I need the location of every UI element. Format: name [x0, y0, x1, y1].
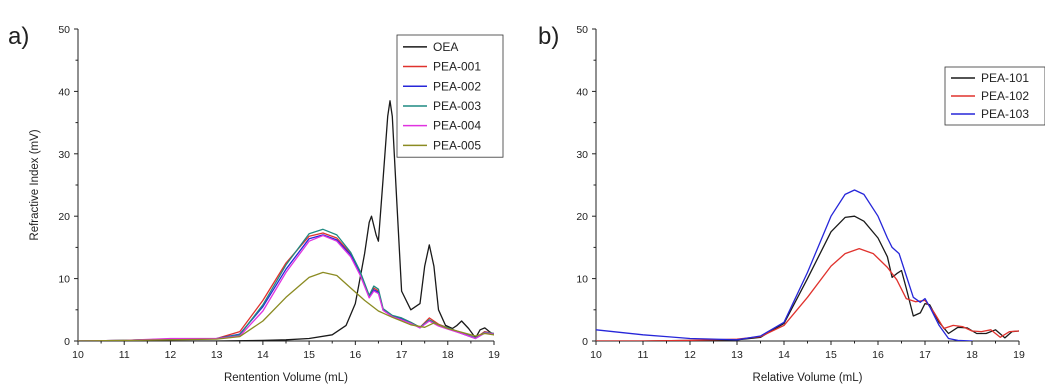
y-tick-label: 30: [576, 149, 588, 161]
y-tick-label: 20: [576, 211, 588, 223]
legend-label-pea-004: PEA-004: [433, 119, 481, 133]
legend: PEA-101 PEA-102 PEA-103: [944, 66, 1045, 126]
legend-label-pea-002: PEA-002: [433, 79, 481, 93]
legend-label-pea-103: PEA-103: [981, 107, 1029, 121]
x-tick-label: 11: [638, 349, 649, 361]
x-axis-title: Relative Volume (mL): [753, 372, 863, 384]
series-line-pea-102: [596, 247, 1019, 341]
legend-label-pea-101: PEA-101: [981, 71, 1029, 85]
legend-label-pea-102: PEA-102: [981, 89, 1029, 103]
x-tick-label: 14: [778, 349, 790, 361]
legend-label-oea: OEA: [433, 40, 458, 54]
panel-label: b): [538, 23, 559, 50]
y-tick-label: 0: [582, 336, 588, 348]
x-tick-label: 10: [72, 349, 84, 361]
x-axis-title: Rentention Volume (mL): [224, 372, 348, 384]
y-tick-label: 30: [58, 149, 70, 161]
y-tick-label: 50: [576, 24, 588, 36]
x-tick-label: 16: [349, 349, 361, 361]
x-tick-label: 17: [396, 349, 408, 361]
y-tick-label: 40: [58, 86, 70, 98]
series-line-pea-103: [596, 189, 973, 341]
y-tick-label: 40: [576, 86, 588, 98]
y-tick-label: 10: [576, 274, 588, 286]
y-tick-label: 0: [64, 336, 70, 348]
x-tick-label: 14: [257, 349, 269, 361]
panel-label: a): [8, 23, 29, 50]
series-line-pea-001: [78, 232, 494, 341]
legend: OEA PEA-001 PEA-002 PEA-003 PEA-004 PEA-005: [396, 34, 504, 158]
legend-box: [396, 34, 504, 158]
series-line-pea-002: [78, 234, 494, 341]
legend-label-pea-003: PEA-003: [433, 99, 481, 113]
legend-label-pea-001: PEA-001: [433, 60, 481, 74]
x-tick-label: 13: [731, 349, 743, 361]
legend-label-pea-005: PEA-005: [433, 138, 481, 152]
x-tick-label: 15: [303, 349, 315, 361]
series-line-pea-101: [596, 215, 1019, 341]
x-tick-label: 17: [919, 349, 931, 361]
x-tick-label: 15: [825, 349, 837, 361]
x-tick-label: 12: [165, 349, 177, 361]
series-line-pea-005: [78, 271, 494, 341]
x-tick-label: 18: [966, 349, 978, 361]
x-tick-label: 11: [119, 349, 130, 361]
x-tick-label: 10: [590, 349, 602, 361]
x-tick-label: 13: [211, 349, 223, 361]
y-tick-label: 20: [58, 211, 70, 223]
series-line-pea-004: [78, 234, 494, 341]
x-tick-label: 19: [1013, 349, 1025, 361]
series-group: [596, 189, 1019, 341]
chart-panel-a: a)10 11 12 13 14 15 16 17 18 1901020304050Rentent…: [8, 23, 504, 384]
y-tick-label: 50: [58, 24, 70, 36]
series-group: [78, 100, 494, 341]
y-axis-title: Refractive Index (mV): [29, 129, 41, 240]
x-tick-label: 16: [872, 349, 884, 361]
x-tick-label: 18: [442, 349, 454, 361]
chart-panel-b: b)10 11 12 13 14 15 16 17 18 1901020304050Relativ…: [538, 23, 1045, 384]
x-tick-label: 19: [488, 349, 500, 361]
x-tick-label: 12: [684, 349, 696, 361]
y-tick-label: 10: [58, 274, 70, 286]
series-line-oea: [78, 100, 494, 341]
